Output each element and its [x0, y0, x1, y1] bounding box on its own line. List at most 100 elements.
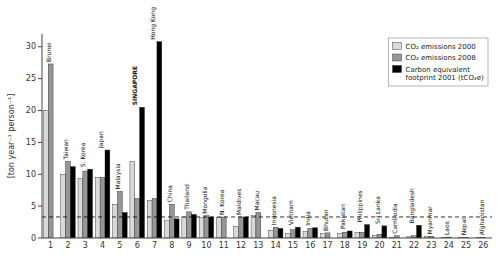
x-tick-label: 11	[219, 241, 229, 250]
annotation: Pakistan	[339, 204, 346, 229]
x-tick-label: 12	[236, 241, 246, 250]
y-tick	[38, 110, 42, 111]
bar	[204, 216, 209, 238]
y-axis	[42, 34, 43, 238]
bar	[382, 226, 387, 238]
bar	[216, 218, 221, 238]
bar	[169, 204, 174, 238]
legend-label-line: footprint 2001 (tCO₂e)	[406, 74, 484, 82]
x-tick-label: 15	[288, 241, 298, 250]
bar	[342, 232, 347, 238]
x-tick-label: 21	[392, 241, 402, 250]
legend-swatch	[393, 43, 402, 50]
annotation: Malaysia	[114, 163, 122, 190]
x-tick-label: 4	[100, 241, 105, 250]
legend-swatch	[393, 66, 402, 73]
bar	[48, 64, 53, 238]
x-tick-label: 18	[340, 241, 350, 250]
annotation: India	[304, 211, 311, 226]
bar	[308, 228, 313, 238]
y-tick	[38, 46, 42, 47]
bar	[105, 150, 110, 238]
y-tick	[38, 78, 42, 79]
y-tick	[38, 142, 42, 143]
legend-label: Carbon equivalentfootprint 2001 (tCO₂e)	[406, 66, 484, 83]
bar	[239, 217, 244, 238]
bar	[360, 232, 365, 238]
bar	[117, 191, 122, 238]
bar	[286, 234, 291, 238]
bar	[147, 200, 152, 238]
y-tick-label: 5	[31, 202, 36, 211]
bar	[61, 174, 66, 238]
annotation: Sri Lanka	[374, 196, 381, 224]
y-tick	[38, 174, 42, 175]
x-axis	[42, 238, 492, 239]
bar	[135, 198, 140, 238]
annotation: N. Korea	[218, 189, 225, 215]
x-tick-label: 7	[152, 241, 157, 250]
bar	[187, 212, 192, 238]
x-tick-label: 8	[169, 241, 174, 250]
bar	[209, 217, 214, 238]
annotation: Myanmar	[426, 206, 434, 235]
annotation: SINGAPORE	[131, 66, 138, 105]
annotation: Philippines	[356, 190, 364, 222]
bar	[88, 169, 93, 238]
reference-line	[42, 216, 492, 217]
annotation: Taiwan	[62, 139, 69, 161]
annotation: Indonesia	[270, 196, 277, 225]
annotation: Bhutan	[322, 209, 329, 231]
annotation: China	[166, 185, 173, 202]
annotation: Cambodia	[391, 203, 398, 234]
x-tick-label: 13	[253, 241, 263, 250]
chart: 051015202530[ton year⁻¹ person⁻¹]1234567…	[0, 0, 500, 256]
y-axis-label: [ton year⁻¹ person⁻¹]	[7, 94, 16, 179]
bar	[320, 234, 325, 238]
bar	[338, 234, 343, 238]
bar	[152, 198, 157, 238]
bar	[355, 232, 360, 238]
bar	[100, 177, 105, 238]
bar	[78, 179, 83, 238]
x-tick-label: 20	[374, 241, 384, 250]
annotation: Bangladesh	[408, 188, 416, 223]
bar	[278, 228, 283, 238]
bar	[377, 234, 382, 238]
bar	[157, 42, 162, 238]
x-tick-label: 10	[201, 241, 211, 250]
bar	[140, 107, 145, 238]
annotation: Hong Kong	[149, 7, 157, 40]
bar	[113, 204, 118, 238]
bar	[243, 217, 248, 238]
x-tick-label: 25	[461, 241, 471, 250]
y-tick-label: 20	[26, 106, 36, 115]
bar	[95, 177, 100, 238]
x-tick-label: 24	[444, 241, 454, 250]
legend-label-line: CO₂ emissions 2000	[406, 43, 476, 51]
x-tick-label: 5	[117, 241, 122, 250]
y-tick	[38, 238, 42, 239]
annotation: Macau	[253, 191, 260, 211]
bar	[251, 216, 256, 238]
annotation: Thailand	[183, 184, 190, 211]
y-tick-label: 10	[26, 170, 36, 179]
bar	[182, 217, 187, 238]
x-tick-label: 26	[478, 241, 488, 250]
y-tick-label: 25	[26, 74, 36, 83]
bar	[347, 231, 352, 238]
legend-swatch	[393, 54, 402, 61]
bar	[234, 227, 239, 238]
bar	[122, 213, 127, 239]
bar	[221, 217, 226, 238]
bar	[66, 162, 71, 239]
bar	[83, 171, 88, 238]
bar	[165, 221, 170, 238]
annotation: Japan	[97, 131, 105, 149]
x-tick-label: 14	[271, 241, 281, 250]
annotation: Brunei	[45, 42, 52, 62]
bar	[325, 233, 330, 238]
bar	[43, 111, 48, 239]
legend-label-line: CO₂ emissions 2008	[406, 54, 476, 62]
bars	[42, 42, 492, 238]
